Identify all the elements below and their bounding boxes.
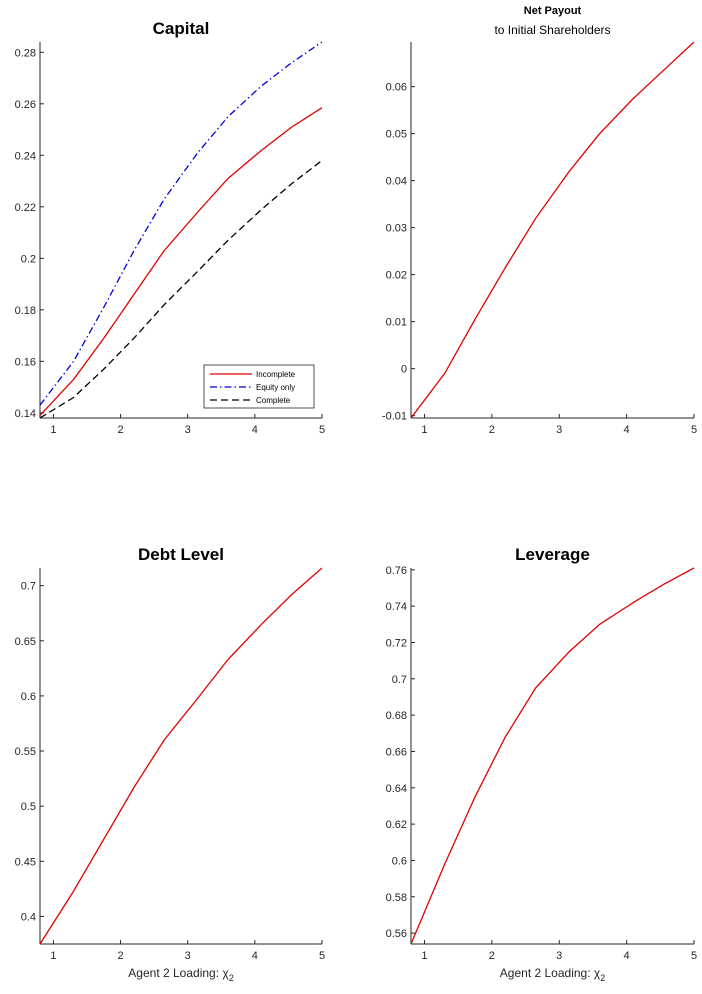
y-tick-label: 0.14 <box>15 408 36 420</box>
x-axis-label-text: Agent 2 Loading: χ <box>500 966 601 980</box>
x-tick-label: 5 <box>691 424 697 436</box>
y-tick-label: 0.6 <box>21 691 36 703</box>
x-tick-label: 3 <box>556 424 562 436</box>
x-axis-label: Agent 2 Loading: χ2 <box>128 966 233 983</box>
y-tick-label: 0.06 <box>386 82 407 94</box>
y-tick-label: 0.58 <box>386 892 407 904</box>
x-axis-label: Agent 2 Loading: χ2 <box>500 966 605 983</box>
series-line-incomplete <box>40 107 322 416</box>
series-line-1 <box>40 567 322 945</box>
y-tick-label: 0.03 <box>386 223 407 235</box>
chart-subtitle: to Initial Shareholders <box>494 23 610 37</box>
x-tick-label: 5 <box>319 950 325 962</box>
x-tick-label: 3 <box>556 950 562 962</box>
series-line-complete <box>40 159 322 419</box>
chart-title: Net Payout <box>524 5 582 17</box>
chart-title: Capital <box>153 19 210 38</box>
series-line-1 <box>411 567 694 945</box>
chart-panel-3: Debt Level 1 2 3 4 5 0.4 0.45 0.5 0.55 0.6 0.65 0.7 A… <box>15 545 325 983</box>
y-tick-label: 0.76 <box>386 565 407 577</box>
y-tick-label: 0.62 <box>386 819 407 831</box>
y-tick-label: 0.4 <box>21 911 36 923</box>
x-tick-label: 3 <box>185 950 191 962</box>
y-tick-label: 0.6 <box>392 855 407 867</box>
x-tick-label: 4 <box>252 424 258 436</box>
y-tick-label: 0.28 <box>15 47 36 59</box>
series-line-1 <box>411 41 694 419</box>
legend-label: Equity only <box>256 383 295 392</box>
y-tick-label: 0.2 <box>21 253 36 265</box>
legend-label: Complete <box>256 396 291 405</box>
x-tick-label: 5 <box>691 950 697 962</box>
y-tick-label: 0.7 <box>392 674 407 686</box>
y-tick-label: 0.04 <box>386 176 407 188</box>
x-axis-label-subscript: 2 <box>229 973 234 983</box>
x-tick-label: 4 <box>252 950 258 962</box>
y-tick-label: 0.02 <box>386 270 407 282</box>
x-axis-label-text: Agent 2 Loading: χ <box>128 966 229 980</box>
y-tick-label: 0 <box>401 364 407 376</box>
y-tick-label: -0.01 <box>382 411 407 423</box>
y-tick-label: 0.26 <box>15 99 36 111</box>
y-tick-label: 0.05 <box>386 129 407 141</box>
y-tick-label: 0.7 <box>21 581 36 593</box>
x-tick-label: 5 <box>319 424 325 436</box>
y-tick-label: 0.72 <box>386 637 407 649</box>
x-tick-label: 2 <box>118 424 124 436</box>
y-tick-label: 0.56 <box>386 928 407 940</box>
x-tick-label: 2 <box>489 424 495 436</box>
x-tick-label: 2 <box>489 950 495 962</box>
x-tick-label: 1 <box>421 424 427 436</box>
y-tick-label: 0.24 <box>15 150 36 162</box>
y-tick-label: 0.68 <box>386 710 407 722</box>
legend-box <box>203 364 315 409</box>
y-tick-label: 0.16 <box>15 356 36 368</box>
y-tick-label: 0.66 <box>386 746 407 758</box>
chart-panel-1: Capital 1 2 3 4 5 0.14 0.16 0.18 0.2 0.22 0.24 0.26 0… <box>15 19 325 436</box>
x-tick-label: 1 <box>421 950 427 962</box>
legend: Incomplete Equity only Complete <box>203 364 315 409</box>
x-axis-label-subscript: 2 <box>600 973 605 983</box>
y-tick-label: 0.74 <box>386 601 407 613</box>
y-tick-label: 0.65 <box>15 636 36 648</box>
x-tick-label: 3 <box>185 424 191 436</box>
y-tick-label: 0.5 <box>21 801 36 813</box>
x-tick-label: 2 <box>118 950 124 962</box>
x-tick-label: 4 <box>624 950 630 962</box>
y-tick-label: 0.45 <box>15 856 36 868</box>
chart-panel-4: Leverage 1 2 3 4 5 0.56 0.58 0.6 0.62 0.64 0.66 0.68… <box>386 545 697 983</box>
chart-title: Leverage <box>515 545 590 564</box>
y-tick-label: 0.55 <box>15 746 36 758</box>
x-tick-label: 1 <box>50 950 56 962</box>
y-tick-label: 0.64 <box>386 783 407 795</box>
chart-panel-2: Net Payout to Initial Shareholders 1 2 3 4 5 -0… <box>382 5 697 436</box>
x-tick-label: 4 <box>624 424 630 436</box>
y-tick-label: 0.01 <box>386 317 407 329</box>
legend-label: Incomplete <box>256 370 296 379</box>
chart-title: Debt Level <box>138 545 224 564</box>
series-line-equity-only <box>40 41 322 406</box>
y-tick-label: 0.18 <box>15 305 36 317</box>
y-tick-label: 0.22 <box>15 202 36 214</box>
x-tick-label: 1 <box>50 424 56 436</box>
